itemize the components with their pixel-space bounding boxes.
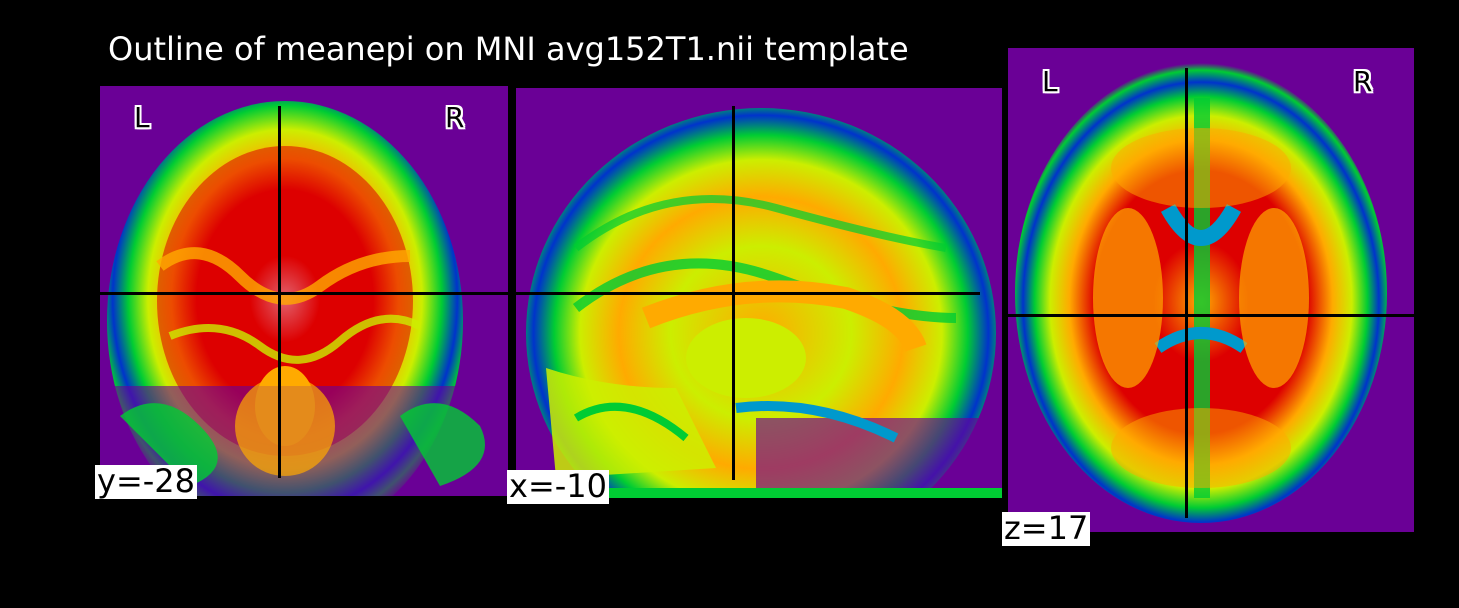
sagittal-coordinate-label: x=-10 <box>507 467 610 505</box>
coronal-right-label: R <box>445 101 465 134</box>
axial-brain-image <box>1008 48 1414 532</box>
axial-crosshair-horizontal <box>1008 314 1414 317</box>
coronal-coordinate-label: y=-28 <box>95 462 198 500</box>
figure-title: Outline of meanepi on MNI avg152T1.nii t… <box>108 30 909 68</box>
axial-left-label: L <box>1042 65 1058 98</box>
coronal-view[interactable]: L R <box>100 86 508 496</box>
axial-right-label: R <box>1353 65 1373 98</box>
axial-crosshair-vertical <box>1185 68 1188 518</box>
coronal-brain-image <box>100 86 508 496</box>
coronal-sagittal-crosshair-horizontal <box>100 292 980 295</box>
coronal-left-label: L <box>134 101 150 134</box>
axial-view[interactable]: L R <box>1008 48 1414 532</box>
axial-coordinate-label: z=17 <box>1002 509 1091 547</box>
